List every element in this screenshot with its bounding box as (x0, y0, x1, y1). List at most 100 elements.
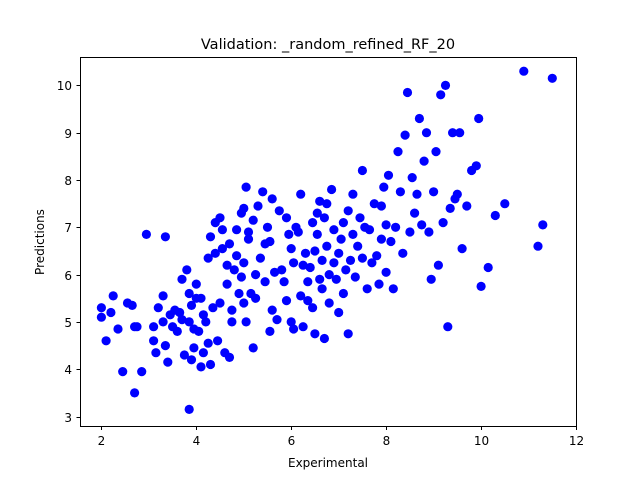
data-point (310, 329, 320, 339)
data-point (431, 147, 441, 157)
data-point (194, 326, 204, 336)
data-point (319, 333, 329, 344)
data-point (274, 206, 284, 216)
data-point (286, 317, 296, 327)
data-point (322, 241, 332, 251)
data-point (426, 274, 436, 284)
data-point (364, 225, 375, 235)
data-point (386, 236, 396, 247)
data-point (362, 284, 372, 294)
data-point (239, 203, 249, 213)
data-point (213, 336, 223, 346)
data-point (338, 218, 348, 228)
data-point (289, 258, 299, 268)
data-point (267, 194, 277, 204)
data-point (367, 258, 377, 268)
data-point (286, 244, 296, 254)
data-point (175, 307, 185, 318)
data-point (355, 213, 365, 223)
data-point (203, 338, 213, 348)
data-point (353, 241, 363, 251)
data-point (315, 196, 325, 206)
data-point (547, 73, 557, 83)
data-point (248, 343, 258, 353)
data-point (227, 317, 237, 327)
data-point (106, 307, 116, 318)
data-point (336, 234, 346, 244)
data-point (222, 260, 232, 270)
data-point (407, 173, 417, 183)
data-point (198, 348, 208, 358)
y-tick-label: 6 (64, 269, 72, 283)
data-point (132, 322, 142, 332)
data-point (308, 303, 318, 313)
data-point (300, 248, 311, 258)
y-tick-label: 3 (64, 411, 72, 425)
data-point (279, 277, 289, 287)
data-point (440, 80, 451, 90)
data-point (224, 352, 235, 362)
x-tick-label: 8 (383, 434, 391, 448)
data-point (400, 130, 410, 140)
data-point (357, 253, 367, 263)
data-point (315, 274, 325, 284)
data-point (310, 246, 320, 256)
data-point (177, 274, 187, 284)
data-point (372, 251, 382, 261)
data-point (243, 227, 254, 237)
data-point (205, 232, 216, 242)
y-axis-label: Predictions (33, 209, 47, 275)
data-point (149, 336, 159, 346)
data-point (163, 357, 173, 367)
data-point (303, 296, 313, 306)
data-point (186, 355, 197, 365)
data-point (476, 281, 486, 291)
x-tick-label: 4 (193, 434, 201, 448)
y-tick-label: 10 (57, 79, 72, 93)
data-point (429, 187, 439, 197)
data-point (284, 229, 294, 239)
data-point (383, 170, 394, 180)
data-point (215, 298, 225, 308)
data-point (348, 229, 358, 239)
data-point (322, 199, 332, 209)
data-point (251, 293, 261, 303)
data-point (262, 222, 273, 232)
data-point (312, 229, 322, 239)
data-point (405, 227, 415, 237)
data-point (224, 239, 235, 249)
data-point (151, 348, 161, 358)
data-point (281, 296, 292, 306)
y-tick-label: 4 (64, 363, 72, 377)
data-point (350, 272, 360, 282)
data-point (388, 284, 398, 294)
data-point (398, 248, 408, 258)
data-point (474, 113, 484, 124)
data-point (369, 199, 379, 209)
data-point (345, 255, 356, 265)
data-point (436, 90, 446, 100)
data-point (402, 87, 413, 98)
data-point (153, 303, 163, 313)
data-point (172, 326, 182, 336)
data-point (217, 244, 227, 254)
data-point (229, 265, 239, 275)
data-point (334, 307, 344, 318)
x-tick-label: 2 (98, 434, 106, 448)
x-tick-label: 12 (569, 434, 584, 448)
data-point (265, 236, 275, 247)
data-point (448, 128, 458, 138)
data-point (329, 225, 339, 235)
data-point (189, 343, 199, 353)
data-point (222, 279, 232, 289)
data-point (433, 260, 443, 270)
data-point (376, 234, 386, 244)
data-point (281, 213, 292, 223)
data-point (96, 312, 106, 322)
data-point (338, 288, 348, 299)
data-point (258, 187, 268, 197)
data-point (381, 267, 391, 277)
data-point (391, 222, 401, 232)
data-point (215, 213, 225, 223)
data-point (158, 291, 168, 301)
